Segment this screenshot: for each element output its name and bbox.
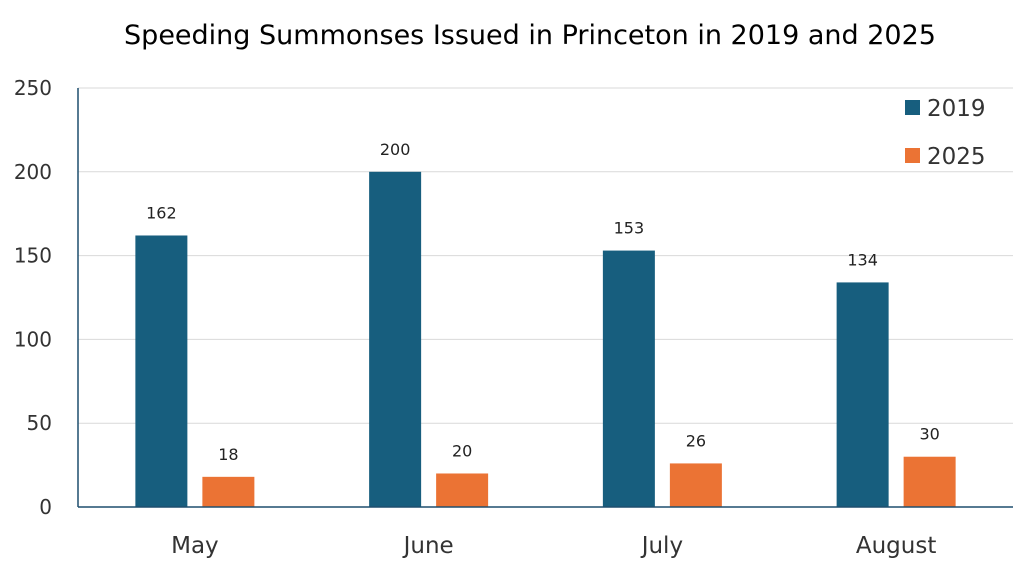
legend-swatch	[905, 100, 920, 115]
data-labels: 162 18 200 20 153 26 134 30	[146, 140, 940, 464]
bar-2025-may	[202, 476, 255, 507]
y-axis-ticks: 0 50 100 150 200 250	[14, 76, 52, 519]
bar-2019-june	[369, 171, 422, 508]
y-tick-label: 0	[39, 495, 52, 519]
x-tick-label: May	[171, 533, 219, 559]
y-tick-label: 150	[14, 244, 52, 268]
bar-2025-june	[436, 473, 489, 507]
legend-label: 2025	[927, 144, 986, 170]
data-label: 134	[847, 250, 878, 269]
data-label: 30	[919, 425, 939, 444]
data-label: 200	[380, 140, 411, 159]
bar-2025-august	[903, 456, 956, 507]
data-label: 162	[146, 203, 177, 222]
legend-swatch	[905, 148, 920, 163]
legend-label: 2019	[927, 96, 986, 122]
data-label: 26	[686, 431, 706, 450]
bar-2019-may	[135, 235, 188, 507]
x-tick-label: August	[856, 533, 937, 559]
legend: 2019 2025	[905, 96, 986, 170]
data-label: 153	[614, 219, 645, 238]
x-tick-label: July	[640, 533, 683, 559]
y-tick-label: 250	[14, 76, 52, 100]
bar-2019-august	[836, 282, 889, 507]
x-tick-label: June	[402, 533, 454, 559]
bar-2019-july	[602, 250, 655, 507]
y-tick-label: 200	[14, 160, 52, 184]
x-axis-ticks: May June July August	[171, 533, 936, 559]
data-label: 18	[218, 445, 238, 464]
data-label: 20	[452, 441, 472, 460]
y-tick-label: 50	[27, 411, 52, 435]
y-tick-label: 100	[14, 327, 52, 351]
chart-title: Speeding Summonses Issued in Princeton i…	[124, 20, 936, 51]
bar-2025-july	[669, 463, 722, 507]
bars	[135, 171, 956, 508]
